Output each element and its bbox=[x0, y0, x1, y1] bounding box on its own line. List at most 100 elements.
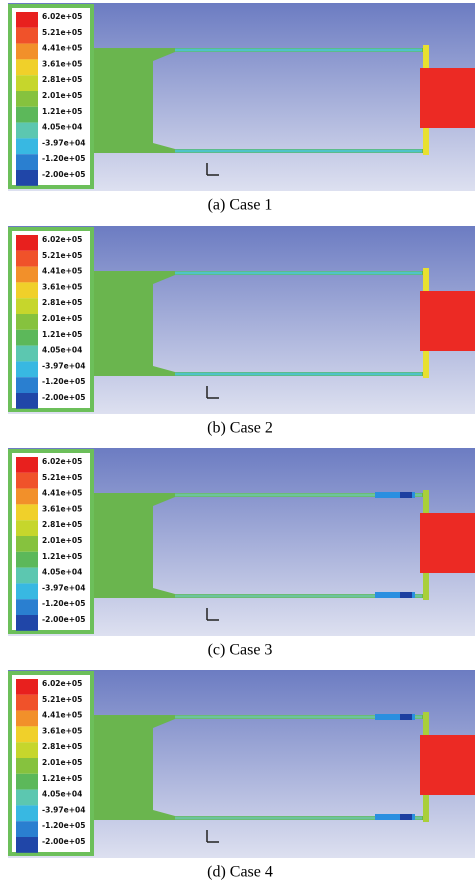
legend-swatch bbox=[16, 711, 38, 727]
legend-swatch bbox=[16, 154, 38, 170]
legend-label: 4.05e+04 bbox=[42, 790, 82, 799]
legend-label: -3.97e+04 bbox=[42, 361, 85, 370]
legend-swatch bbox=[16, 742, 38, 758]
legend-label: 5.21e+05 bbox=[42, 695, 82, 704]
legend-swatch bbox=[16, 504, 38, 520]
low-pressure-zone bbox=[400, 714, 412, 720]
outlet-block bbox=[420, 68, 475, 128]
inlet-block bbox=[93, 281, 153, 366]
inlet-block bbox=[93, 503, 153, 588]
legend-label: 4.05e+04 bbox=[42, 568, 82, 577]
legend-swatch bbox=[16, 314, 38, 330]
legend-label: 2.01e+05 bbox=[42, 91, 82, 100]
legend-label: 5.21e+05 bbox=[42, 251, 82, 260]
legend-swatch bbox=[16, 298, 38, 314]
legend-swatch bbox=[16, 59, 38, 75]
legend-swatch bbox=[16, 837, 38, 853]
caption: (b) Case 2 bbox=[207, 420, 273, 437]
legend-label: 2.01e+05 bbox=[42, 536, 82, 545]
legend-label: 5.21e+05 bbox=[42, 473, 82, 482]
legend-label: 2.81e+05 bbox=[42, 742, 82, 751]
legend-swatch bbox=[16, 821, 38, 837]
legend-swatch bbox=[16, 251, 38, 267]
legend-label: 2.01e+05 bbox=[42, 314, 82, 323]
low-pressure-zone bbox=[400, 492, 412, 498]
legend-swatch bbox=[16, 774, 38, 790]
panel: 6.02e+05 5.21e+05 4.41e+05 3.61e+05 2.81e+05… bbox=[8, 226, 475, 437]
outlet-block bbox=[420, 291, 475, 351]
legend-label: 6.02e+05 bbox=[42, 12, 82, 21]
legend-label: -1.20e+05 bbox=[42, 377, 85, 386]
legend-swatch bbox=[16, 346, 38, 362]
outlet-block bbox=[420, 513, 475, 573]
legend-label: 2.01e+05 bbox=[42, 758, 82, 767]
legend-swatch bbox=[16, 361, 38, 377]
legend-swatch bbox=[16, 805, 38, 821]
legend-swatch bbox=[16, 75, 38, 91]
legend-swatch bbox=[16, 107, 38, 123]
panel: 6.02e+05 5.21e+05 4.41e+05 3.61e+05 2.81e+05… bbox=[8, 448, 475, 659]
legend-label: 2.81e+05 bbox=[42, 75, 82, 84]
legend-label: 3.61e+05 bbox=[42, 59, 82, 68]
legend-label: 4.41e+05 bbox=[42, 489, 82, 498]
legend-swatch bbox=[16, 583, 38, 599]
legend-label: 6.02e+05 bbox=[42, 235, 82, 244]
legend-label: -2.00e+05 bbox=[42, 837, 85, 846]
legend-swatch bbox=[16, 330, 38, 346]
low-pressure-zone bbox=[400, 592, 412, 598]
legend-swatch bbox=[16, 679, 38, 695]
panel: 6.02e+05 5.21e+05 4.41e+05 3.61e+05 2.81e+05… bbox=[8, 3, 475, 214]
legend-label: -1.20e+05 bbox=[42, 599, 85, 608]
legend-label: 4.05e+04 bbox=[42, 123, 82, 132]
legend-label: 3.61e+05 bbox=[42, 504, 82, 513]
legend-label: 1.21e+05 bbox=[42, 552, 82, 561]
legend-label: 1.21e+05 bbox=[42, 330, 82, 339]
legend-label: 1.21e+05 bbox=[42, 774, 82, 783]
legend-label: -2.00e+05 bbox=[42, 393, 85, 402]
legend-label: -3.97e+04 bbox=[42, 805, 85, 814]
legend-swatch bbox=[16, 138, 38, 154]
inlet-block bbox=[93, 58, 153, 143]
legend-label: 2.81e+05 bbox=[42, 298, 82, 307]
figure: 6.02e+05 5.21e+05 4.41e+05 3.61e+05 2.81e+05… bbox=[0, 0, 475, 883]
legend-swatch bbox=[16, 123, 38, 139]
legend-swatch bbox=[16, 28, 38, 44]
legend-swatch bbox=[16, 599, 38, 615]
caption: (c) Case 3 bbox=[208, 642, 273, 659]
legend-swatch bbox=[16, 615, 38, 631]
legend-label: 1.21e+05 bbox=[42, 107, 82, 116]
legend-swatch bbox=[16, 170, 38, 186]
legend-label: 6.02e+05 bbox=[42, 457, 82, 466]
legend-label: -2.00e+05 bbox=[42, 170, 85, 179]
legend-label: 5.21e+05 bbox=[42, 28, 82, 37]
legend-swatch bbox=[16, 235, 38, 251]
legend-swatch bbox=[16, 536, 38, 552]
legend-swatch bbox=[16, 473, 38, 489]
legend-label: -3.97e+04 bbox=[42, 138, 85, 147]
panel: 6.02e+055.21e+054.41e+053.61e+052.81e+05… bbox=[8, 670, 475, 881]
legend-swatch bbox=[16, 267, 38, 283]
legend-swatch bbox=[16, 489, 38, 505]
legend-swatch bbox=[16, 377, 38, 393]
legend-label: 4.41e+05 bbox=[42, 44, 82, 53]
legend-label: 4.41e+05 bbox=[42, 711, 82, 720]
low-pressure-zone bbox=[400, 814, 412, 820]
legend-swatch bbox=[16, 695, 38, 711]
legend-swatch bbox=[16, 91, 38, 107]
legend-label: -1.20e+05 bbox=[42, 154, 85, 163]
legend-label: 2.81e+05 bbox=[42, 520, 82, 529]
legend-swatch bbox=[16, 758, 38, 774]
legend-label: 4.41e+05 bbox=[42, 267, 82, 276]
legend-swatch bbox=[16, 568, 38, 584]
caption: (a) Case 1 bbox=[208, 197, 273, 214]
legend-label: 6.02e+05 bbox=[42, 679, 82, 688]
outlet-block bbox=[420, 735, 475, 795]
legend-swatch bbox=[16, 552, 38, 568]
legend-swatch bbox=[16, 457, 38, 473]
legend-label: 3.61e+05 bbox=[42, 282, 82, 291]
legend-swatch bbox=[16, 393, 38, 409]
legend-label: -3.97e+04 bbox=[42, 583, 85, 592]
legend-swatch bbox=[16, 726, 38, 742]
legend-swatch bbox=[16, 790, 38, 806]
legend-label: -2.00e+05 bbox=[42, 615, 85, 624]
